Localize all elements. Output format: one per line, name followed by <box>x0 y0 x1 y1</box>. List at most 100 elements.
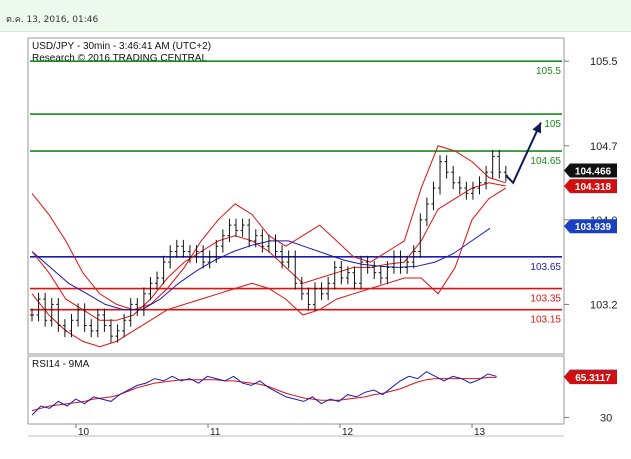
chart-subtitle: Research © 2016 TRADING CENTRAL <box>32 53 207 64</box>
price-bar <box>418 213 423 258</box>
price-bar <box>148 276 153 301</box>
rsi-line <box>31 371 497 416</box>
price-badge-2: 103.939 <box>564 219 617 234</box>
level-label-1: 105 <box>544 119 561 130</box>
rsi-title: RSI14 - 9MA <box>32 359 90 370</box>
price-bar <box>141 287 146 317</box>
price-bar <box>484 165 489 190</box>
price-bar <box>398 250 403 274</box>
price-bar <box>332 261 337 290</box>
price-bar <box>240 218 245 237</box>
rsi-badge-label: 65.3117 <box>575 373 611 384</box>
y-tick-label-3: 103.2 <box>590 299 618 311</box>
price-bar <box>457 176 462 195</box>
price-bar <box>181 239 186 258</box>
price-bar <box>227 218 232 243</box>
chart-title: USD/JPY - 30min - 3:46:41 AM (UTC+2) <box>32 41 211 52</box>
price-bar <box>56 298 61 332</box>
y-tick-label-1: 104.7 <box>590 141 618 153</box>
x-tick-label-3: 13 <box>474 427 486 438</box>
price-badge-label: 103.939 <box>575 222 612 233</box>
rsi-panel-frame <box>27 355 565 425</box>
price-bar <box>280 245 285 269</box>
price-bar <box>266 234 271 253</box>
price-bar <box>201 245 206 269</box>
price-bar <box>128 298 133 327</box>
price-bar <box>490 149 495 179</box>
price-bar <box>168 245 173 269</box>
price-bar <box>36 292 41 322</box>
x-tick-label-0: 10 <box>78 427 90 438</box>
level-label-0: 105.5 <box>536 66 561 77</box>
price-bar <box>312 282 317 311</box>
price-bar <box>424 197 429 227</box>
price-bar <box>253 229 258 248</box>
price-badge-1: 104.318 <box>564 179 617 194</box>
price-bar <box>385 261 390 285</box>
level-label-5: 103.15 <box>530 315 561 326</box>
price-bar <box>299 276 304 301</box>
price-bar <box>405 255 410 274</box>
bollinger-lower-line <box>31 187 507 348</box>
price-bar <box>444 155 449 179</box>
level-label-2: 104.65 <box>530 156 561 167</box>
level-label-4: 103.35 <box>530 294 561 305</box>
price-bar <box>194 245 199 264</box>
price-bar <box>306 287 311 311</box>
price-bar <box>115 324 120 343</box>
price-bar <box>95 308 100 338</box>
price-bar <box>273 234 278 258</box>
price-bar <box>326 276 331 301</box>
price-bar <box>102 308 107 332</box>
price-bar <box>174 239 179 258</box>
price-badge-label: 104.466 <box>575 167 612 178</box>
price-bar <box>497 149 502 179</box>
price-bar <box>220 229 225 253</box>
price-bar <box>378 266 383 285</box>
price-bar <box>69 313 74 338</box>
price-bar <box>155 271 160 290</box>
timestamp-text: ต.ค. 13, 2016, 01:46 <box>6 15 99 25</box>
price-bar <box>286 250 291 269</box>
price-bar <box>372 261 377 280</box>
price-bar <box>470 181 475 200</box>
price-badge-bg <box>564 219 617 234</box>
price-bar <box>503 165 508 182</box>
price-bar <box>464 181 469 200</box>
price-bar <box>352 266 357 290</box>
price-bar <box>339 261 344 285</box>
price-bar <box>411 245 416 269</box>
projection-path <box>505 122 542 185</box>
price-bar <box>30 308 34 322</box>
bollinger-upper-line <box>31 145 506 311</box>
price-bar <box>161 255 166 285</box>
price-bar <box>122 313 127 338</box>
price-badge-0: 104.466 <box>564 163 617 178</box>
price-bar <box>82 303 87 332</box>
price-bar <box>319 282 324 301</box>
price-bar <box>431 181 436 211</box>
x-tick-label-2: 12 <box>342 427 354 438</box>
price-bar <box>359 255 364 290</box>
price-bar <box>391 250 396 274</box>
rsi-badge-1: 65.3117 <box>564 370 617 385</box>
price-bar <box>214 239 219 264</box>
price-bar <box>62 319 67 338</box>
price-bar <box>293 250 298 290</box>
y-tick-label-0: 105.5 <box>590 56 618 68</box>
price-bar <box>365 255 370 274</box>
x-tick-label-1: 11 <box>210 427 221 438</box>
price-bar <box>76 303 81 327</box>
rsi-ma-line <box>31 376 497 412</box>
price-bar <box>89 319 94 338</box>
price-badge-label: 104.318 <box>575 182 612 193</box>
price-bar <box>207 250 212 269</box>
main-panel-frame <box>27 37 565 355</box>
price-bar <box>187 245 192 264</box>
projection-arrowhead <box>532 122 542 134</box>
rsi-y-tick-label-0: 30 <box>600 412 612 424</box>
rsi-badge-bg <box>564 370 617 385</box>
price-bar <box>43 292 48 327</box>
price-bar <box>234 218 239 237</box>
